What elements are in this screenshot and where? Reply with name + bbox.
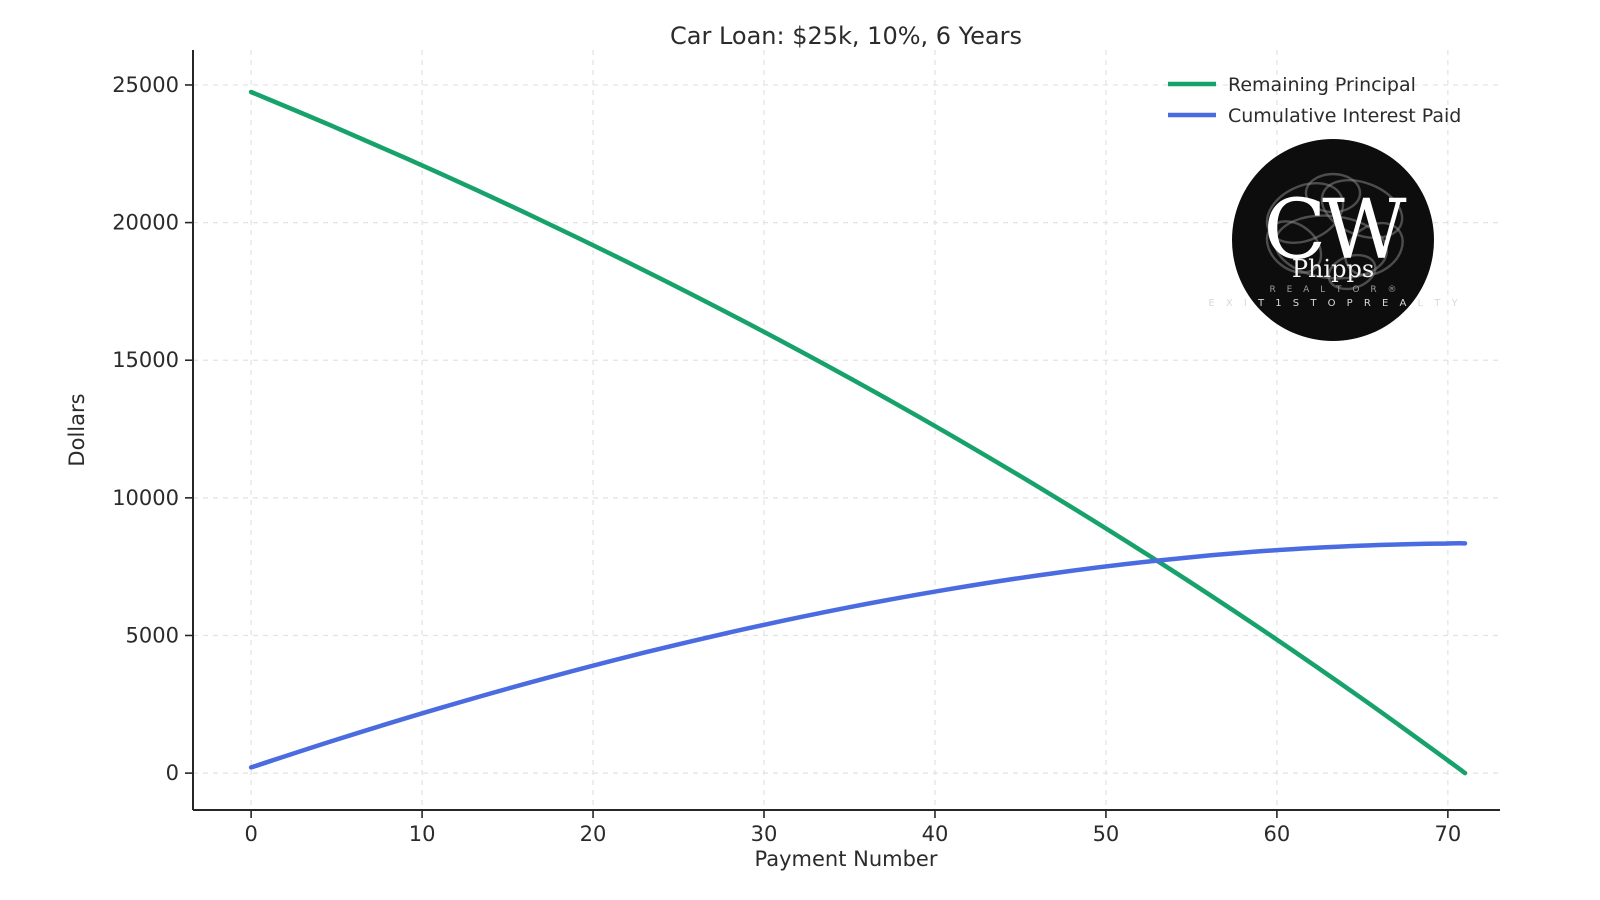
- x-tick-label: 60: [1264, 822, 1291, 846]
- legend-label: Remaining Principal: [1228, 74, 1416, 96]
- logo-name: Phipps: [1292, 255, 1374, 283]
- x-tick-label: 40: [922, 822, 949, 846]
- logo-circle: [1232, 139, 1434, 341]
- x-tick-label: 20: [580, 822, 607, 846]
- legend: Remaining Principal Cumulative Interest P…: [1168, 74, 1461, 127]
- logo-flourish-swirls: [1265, 172, 1404, 291]
- axes: [185, 50, 1500, 818]
- x-axis-label: Payment Number: [755, 847, 938, 871]
- x-tick-label: 70: [1434, 822, 1461, 846]
- x-tick-label: 50: [1093, 822, 1120, 846]
- series-line-cumulative-interest-paid: [248, 541, 1468, 770]
- y-tick-label: 10000: [112, 486, 179, 510]
- logo-company: E X I T 1 S T O P R E A L T Y: [1208, 298, 1461, 309]
- series-line-remaining-principal: [248, 89, 1468, 776]
- chart-title: Car Loan: $25k, 10%, 6 Years: [670, 22, 1022, 50]
- y-tick-label: 15000: [112, 348, 179, 372]
- logo-monogram: CW: [1263, 183, 1407, 278]
- logo-designation: R E A L T O R ®: [1270, 285, 1401, 295]
- series-lines: [248, 89, 1468, 776]
- gridlines: [193, 50, 1500, 810]
- x-tick-label: 0: [244, 822, 257, 846]
- brand-logo: CW Phipps R E A L T O R ® E X I T 1 S T …: [1208, 139, 1461, 341]
- y-axis-label: Dollars: [65, 393, 89, 466]
- x-tick-label: 30: [751, 822, 778, 846]
- tick-labels: 0 10 20 30 40 50 60 70 0 5000 10000 15000 20000 25000: [112, 73, 1461, 846]
- legend-label: Cumulative Interest Paid: [1228, 105, 1461, 127]
- y-tick-label: 20000: [112, 211, 179, 235]
- x-tick-label: 10: [409, 822, 436, 846]
- y-tick-label: 5000: [126, 623, 179, 647]
- y-tick-label: 25000: [112, 73, 179, 97]
- y-tick-label: 0: [166, 761, 179, 785]
